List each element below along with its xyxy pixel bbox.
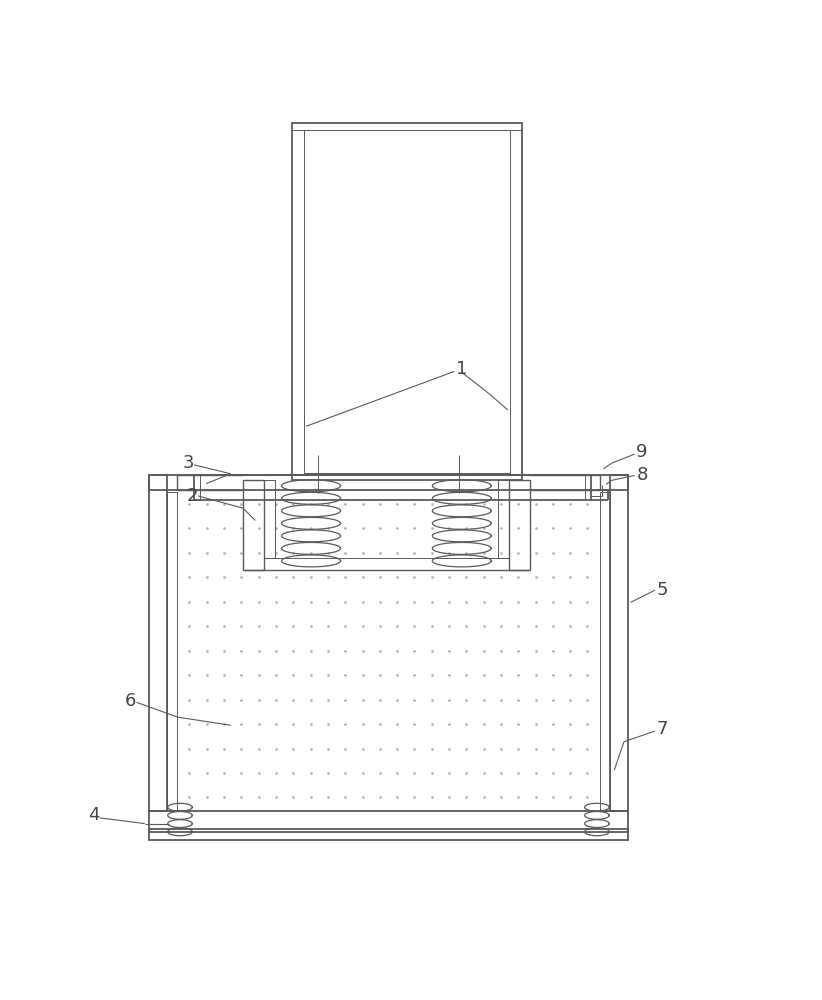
- Bar: [610, 475, 628, 811]
- Bar: [292, 123, 522, 480]
- Bar: [510, 480, 530, 570]
- Text: 1: 1: [456, 360, 468, 378]
- Bar: [498, 480, 510, 558]
- Bar: [149, 829, 628, 840]
- Bar: [303, 130, 510, 473]
- Bar: [149, 811, 628, 832]
- Bar: [167, 492, 177, 811]
- Text: 5: 5: [657, 581, 668, 599]
- Text: 6: 6: [125, 692, 136, 710]
- Text: 8: 8: [636, 466, 648, 484]
- Bar: [600, 492, 610, 811]
- Text: 3: 3: [182, 454, 194, 472]
- Bar: [149, 475, 628, 490]
- Text: 9: 9: [636, 443, 648, 461]
- Text: 2: 2: [187, 487, 198, 505]
- Text: 7: 7: [657, 720, 668, 738]
- Bar: [264, 480, 275, 558]
- Text: 4: 4: [88, 806, 99, 824]
- Bar: [149, 475, 167, 811]
- Bar: [243, 480, 264, 570]
- Bar: [194, 475, 591, 500]
